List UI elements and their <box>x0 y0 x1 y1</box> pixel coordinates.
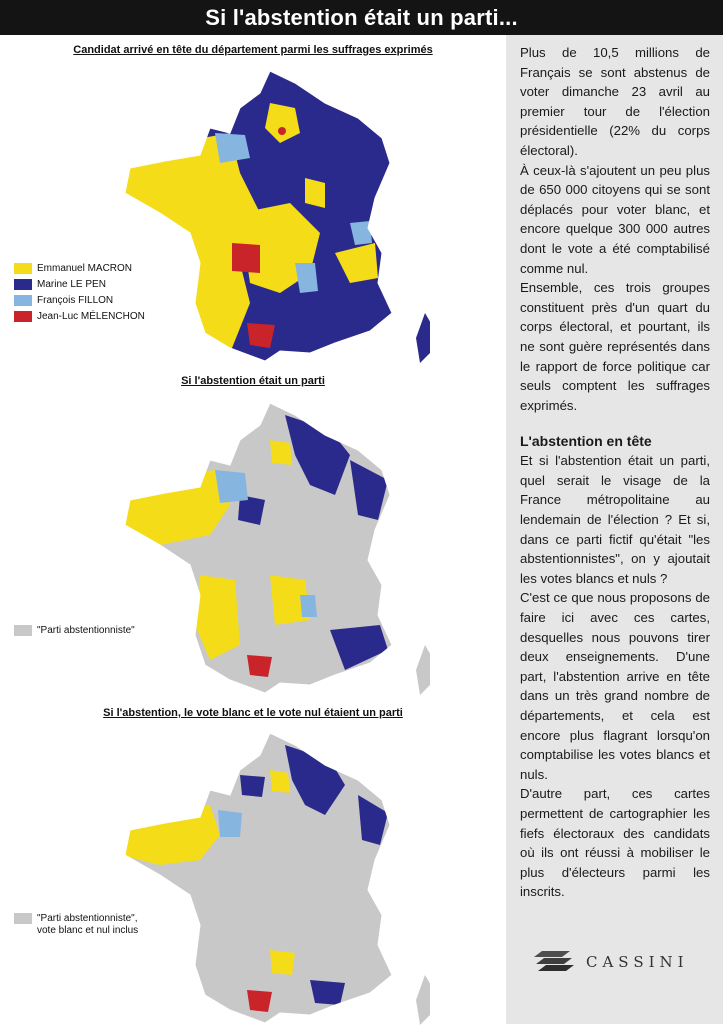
lepen-east-region <box>358 795 388 845</box>
legend-label: Emmanuel MACRON <box>37 263 133 274</box>
map2-title: Si l'abstention était un parti <box>181 375 325 387</box>
fillon-west-region <box>218 810 242 837</box>
article-text: Plus de 10,5 millions de Français se son… <box>520 43 710 902</box>
legend-swatch <box>14 263 32 274</box>
legend-item: Marine LE PEN <box>14 279 145 291</box>
macron-center-region <box>270 575 310 625</box>
map2-france <box>124 402 430 695</box>
macron-east-region <box>305 178 325 208</box>
map3-france <box>124 732 430 1025</box>
legend-label: Jean-Luc MÉLENCHON <box>37 311 145 322</box>
cassini-logo: CASSINI <box>528 945 689 979</box>
article-panel: Plus de 10,5 millions de Français se son… <box>506 35 723 1024</box>
melenchon-paris-region <box>278 127 286 135</box>
fillon-center-region <box>295 263 318 293</box>
fillon-west-region <box>215 470 248 503</box>
lepen-south-region <box>310 980 345 1005</box>
fillon-east-region <box>350 221 372 245</box>
article-paragraph: Plus de 10,5 millions de Français se son… <box>520 45 710 158</box>
article-paragraph: Ensemble, ces trois groupes constituent … <box>520 280 710 413</box>
macron-paris-region <box>265 103 300 143</box>
legend-swatch <box>14 913 32 924</box>
legend-label: Marine LE PEN <box>37 279 106 290</box>
legend-swatch <box>14 295 32 306</box>
lepen-center-region <box>238 495 265 525</box>
legend-swatch <box>14 279 32 290</box>
macron-paris-region <box>270 770 290 793</box>
macron-paris-region <box>270 440 292 465</box>
legend-item: "Parti abstentionniste", vote blanc et n… <box>14 913 154 937</box>
legend-item: "Parti abstentionniste" <box>14 625 135 637</box>
legend-label: François FILLON <box>37 295 114 306</box>
layers-icon <box>534 951 574 971</box>
legend-item: Emmanuel MACRON <box>14 263 145 275</box>
article-paragraph: D'autre part, ces cartes permettent de c… <box>520 786 710 900</box>
map3-legend: "Parti abstentionniste", vote blanc et n… <box>14 913 154 941</box>
fillon-west-region <box>215 133 250 163</box>
article-paragraph: À ceux-là s'ajoutent un peu plus de 650 … <box>520 162 710 276</box>
legend-label: "Parti abstentionniste" <box>37 625 135 636</box>
article-paragraph: C'est ce que nous proposons de faire ici… <box>520 590 710 782</box>
map2-legend: "Parti abstentionniste" <box>14 625 135 641</box>
legend-item: François FILLON <box>14 295 145 307</box>
melenchon-south-region <box>247 323 275 348</box>
legend-label: "Parti abstentionniste", vote blanc et n… <box>37 913 139 936</box>
maps-panel: Candidat arrivé en tête du département p… <box>0 35 506 1025</box>
legend-swatch <box>14 311 32 322</box>
legend-item: Jean-Luc MÉLENCHON <box>14 311 145 323</box>
map1-france <box>124 70 430 363</box>
macron-center-region <box>270 950 295 975</box>
lepen-southeast-region <box>330 625 388 670</box>
lepen-normandy-region <box>240 775 265 797</box>
melenchon-limousin-region <box>232 243 260 273</box>
page-title: Si l'abstention était un parti... <box>0 0 723 35</box>
corsica-island <box>416 975 430 1025</box>
fillon-center-region <box>300 595 317 617</box>
article-heading: L'abstention en tête <box>520 433 652 450</box>
lepen-east-region <box>350 460 388 520</box>
legend-swatch <box>14 625 32 636</box>
map1-legend: Emmanuel MACRON Marine LE PEN François F… <box>14 263 145 327</box>
corsica-island <box>416 645 430 695</box>
corsica-island <box>416 313 430 363</box>
macron-southwest-region <box>195 575 240 660</box>
article-paragraph: Et si l'abstention était un parti, quel … <box>520 453 710 586</box>
map3-title: Si l'abstention, le vote blanc et le vot… <box>103 707 403 719</box>
map1-title: Candidat arrivé en tête du département p… <box>73 44 433 56</box>
melenchon-south-region <box>247 990 272 1012</box>
logo-text: CASSINI <box>586 953 689 971</box>
macron-alps-region <box>335 243 378 283</box>
melenchon-south-region <box>247 655 272 677</box>
